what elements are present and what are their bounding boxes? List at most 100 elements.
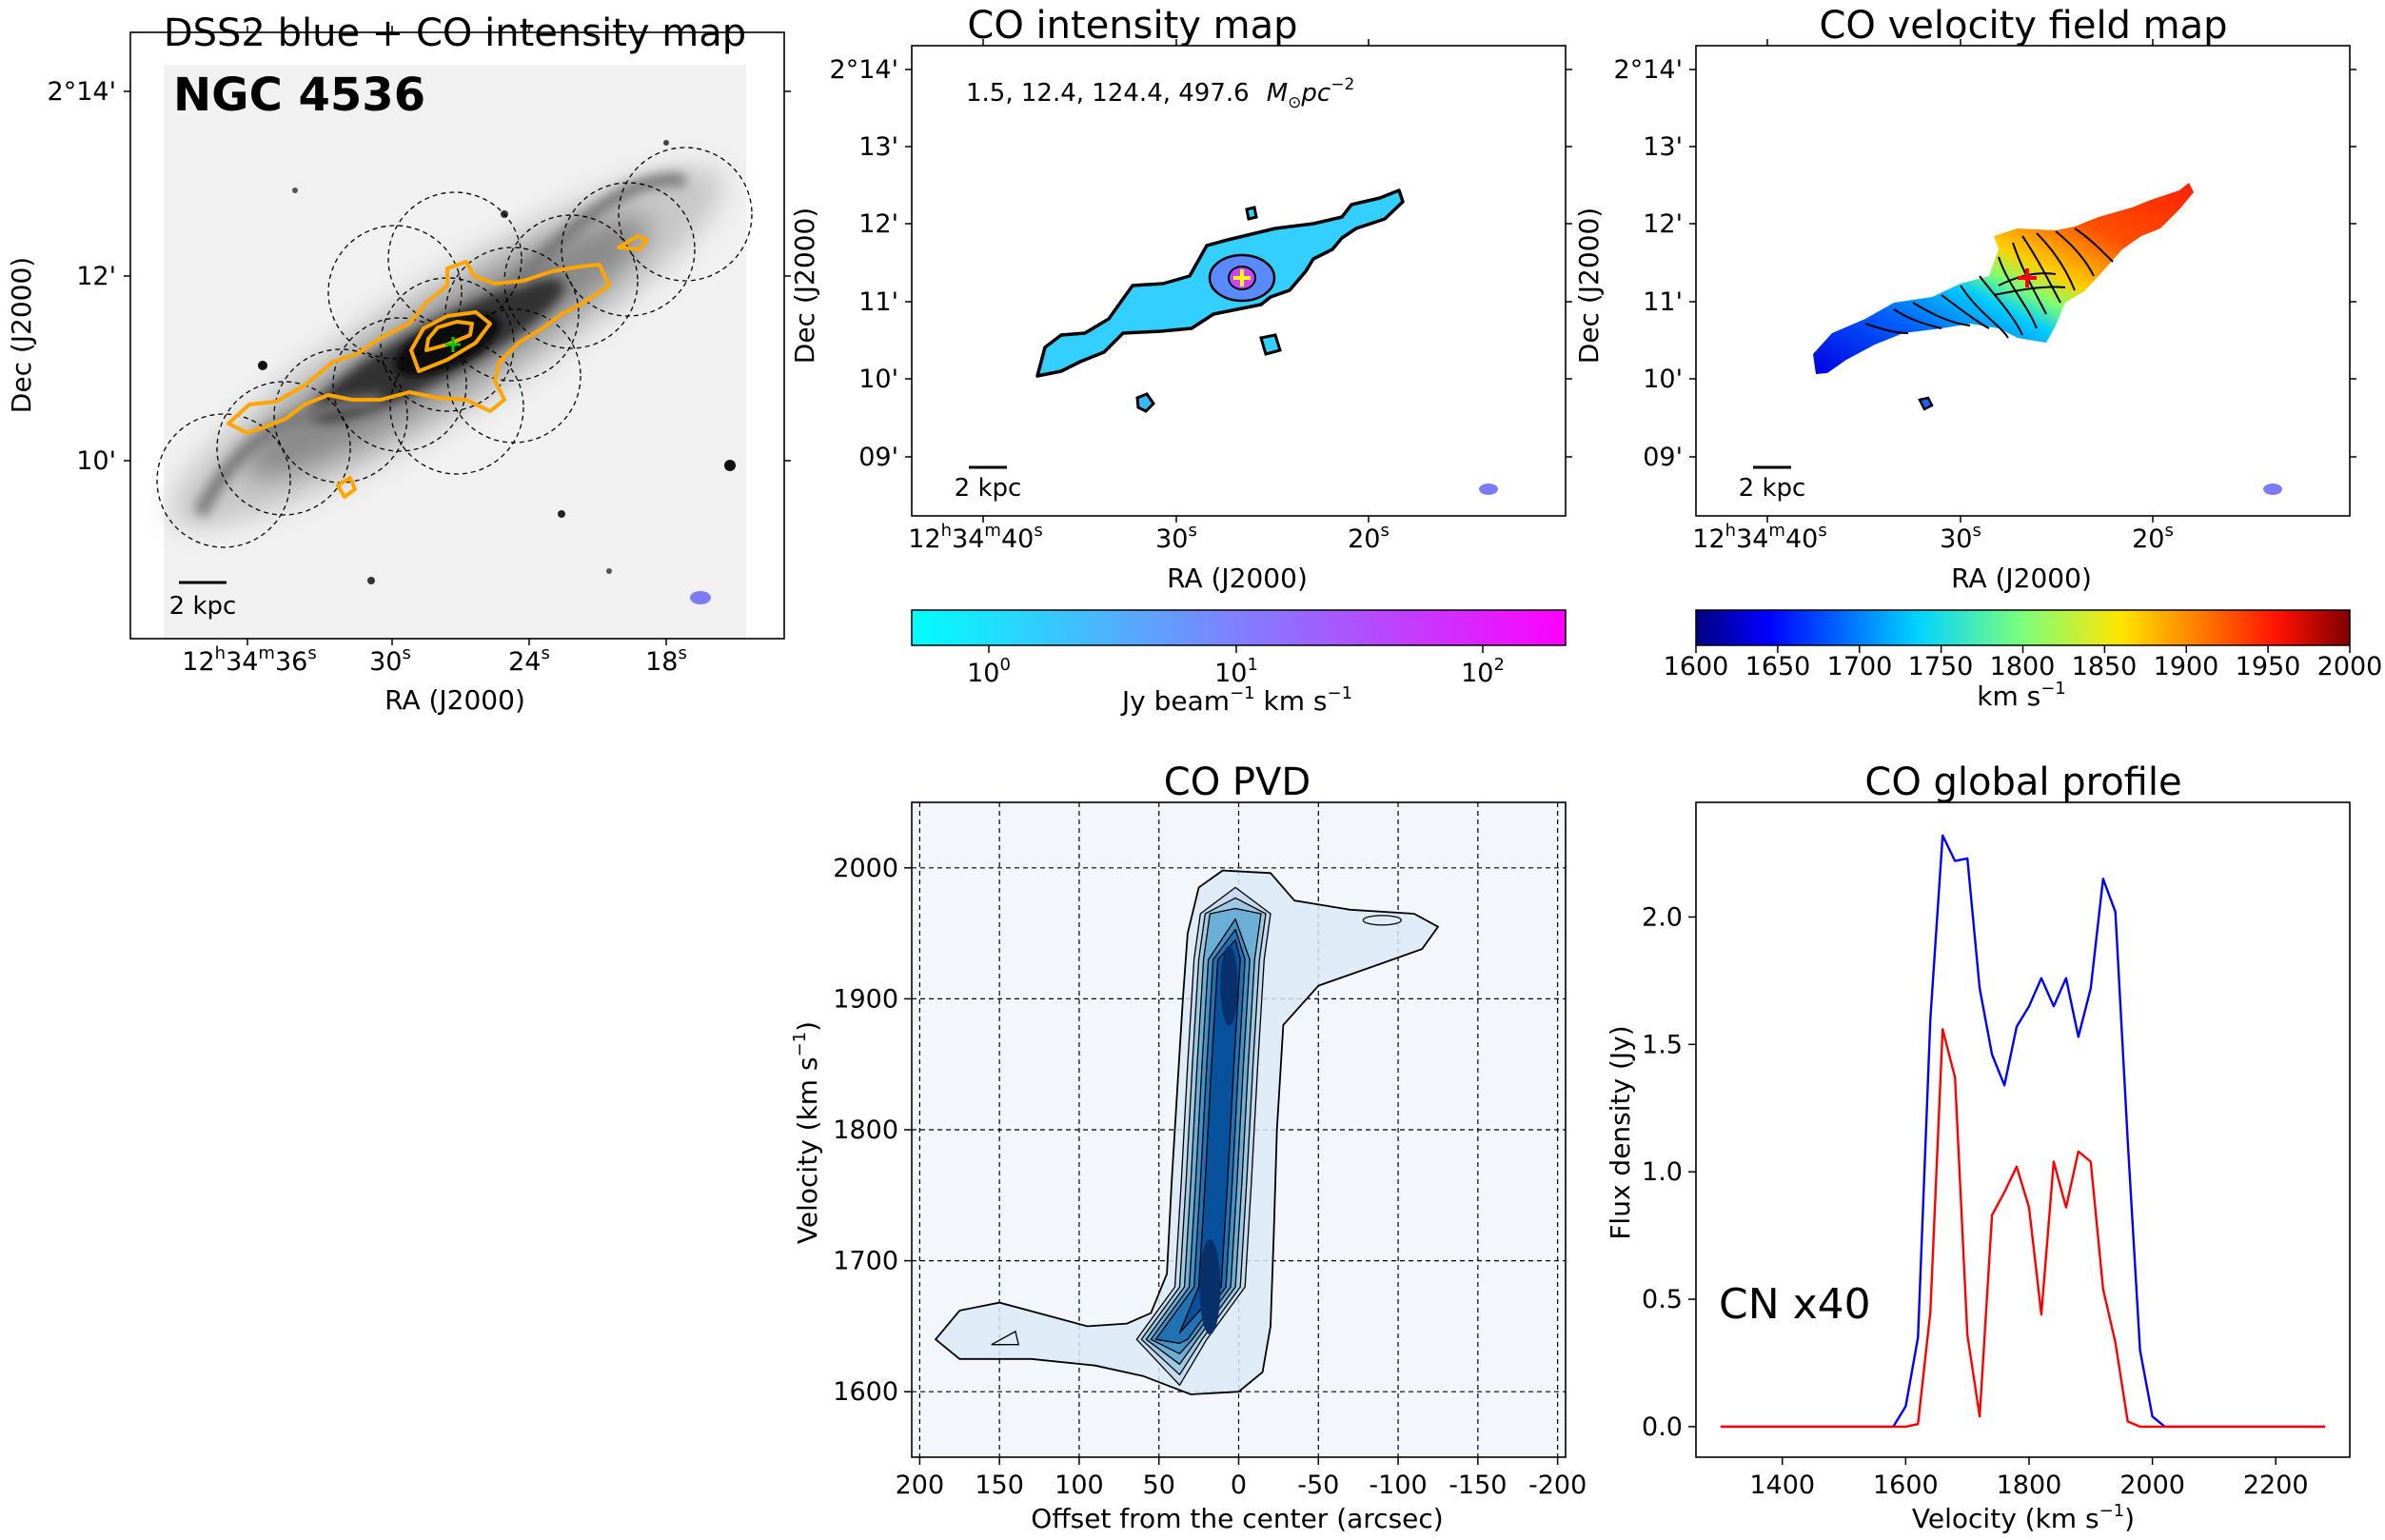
x-axis-label: Velocity (km s−1) <box>1912 1501 2135 1534</box>
dss-axes-frame <box>129 31 785 640</box>
panel-dss: DSS2 blue + CO intensity map <box>6 11 791 716</box>
star-marker <box>258 361 267 370</box>
y-tick-label: 11' <box>1643 287 1683 317</box>
pointing-circle <box>380 277 515 412</box>
scale-bar-label: 2 kpc <box>169 592 237 621</box>
intensity-map <box>1035 188 1405 413</box>
pointing-circle <box>327 225 463 360</box>
panel-velocity: CO velocity field map <box>1573 4 2382 712</box>
x-tick-label: 50 <box>1143 1471 1175 1500</box>
velocity-map <box>1813 183 2194 411</box>
x-tick-label: 30s <box>1155 521 1197 554</box>
colorbar-label: km s−1 <box>1977 679 2066 712</box>
x-tick-label: 12h34m40s <box>908 521 1042 554</box>
x-axis-label: RA (J2000) <box>1167 563 1308 594</box>
velocity-field <box>1813 183 2194 374</box>
y-tick-label: 12' <box>76 262 116 291</box>
intensity-ticks <box>905 39 1572 523</box>
panel-global-profile: CO global profile 1400 1600 1800 2000 2200 0.… <box>1605 760 2351 1534</box>
y-tick-label: 2.0 <box>1642 902 1683 932</box>
x-tick-label: 12h34m36s <box>182 643 316 677</box>
pointing-circles <box>156 147 753 548</box>
dss-ticks <box>124 26 791 645</box>
dss-sky-image <box>164 65 746 640</box>
y-tick-label: 0.0 <box>1642 1412 1683 1442</box>
y-tick-label: 1800 <box>833 1116 898 1145</box>
pointing-circle <box>561 182 696 317</box>
star-marker <box>558 510 565 518</box>
y-tick-label: 2°14' <box>48 77 116 107</box>
x-tick-label: 2200 <box>2243 1471 2309 1500</box>
y-tick-label: 12' <box>858 209 898 239</box>
velocity-ticks <box>1689 39 2356 523</box>
pointing-circle <box>618 147 753 282</box>
y-tick-label: 11' <box>858 287 898 317</box>
y-tick-label: 2000 <box>833 854 898 883</box>
profile-title: CO global profile <box>1864 760 2181 804</box>
colorbar-tick-label: 1600 <box>1664 652 1729 681</box>
x-tick-label: 30s <box>1940 521 1981 554</box>
beam-ellipse <box>690 591 711 604</box>
x-tick-label: 30s <box>369 643 411 677</box>
star-marker <box>606 568 612 574</box>
pointing-circle <box>216 381 351 516</box>
y-tick-label: 10' <box>858 365 898 394</box>
x-tick-label: 150 <box>975 1471 1024 1500</box>
y-tick-label: 09' <box>858 443 898 472</box>
pvd-contour <box>1362 915 1402 926</box>
colorbar-tick-label: 2000 <box>2317 652 2383 681</box>
pvd-peak <box>1220 945 1238 1026</box>
pvd-title: CO PVD <box>1164 760 1311 804</box>
scale-bar-label: 2 kpc <box>955 474 1022 503</box>
profile-lines <box>1720 834 2326 1429</box>
colorbar-tick-label: 1950 <box>2236 652 2301 681</box>
dss-title: DSS2 blue + CO intensity map <box>164 11 746 55</box>
pvd-contour <box>991 1330 1020 1346</box>
colorbar-ticks <box>1695 645 2351 653</box>
y-axis-label: Flux density (Jy) <box>1605 1025 1636 1239</box>
pvd-ticks: 200 150 100 50 0 -50 -100 -150 -200 1600 1700 1800 1… <box>833 854 1587 1500</box>
y-axis-label: Velocity (km s−1) <box>790 1021 823 1244</box>
colorbar-tick-label: 102 <box>1461 655 1505 688</box>
colorbar-tick-label: 1900 <box>2154 652 2219 681</box>
x-axis-label: RA (J2000) <box>1951 563 2092 594</box>
star-marker <box>663 140 669 146</box>
pointing-circle <box>446 308 581 444</box>
y-tick-label: 1900 <box>833 984 898 1014</box>
y-axis-label: Dec (J2000) <box>789 207 820 364</box>
x-tick-label: -150 <box>1449 1471 1507 1500</box>
panel-pvd: CO PVD 200 150 100 50 0 -50 -100 -150 -200 1600 17… <box>790 760 1587 1534</box>
y-tick-label: 1.0 <box>1642 1157 1683 1187</box>
colorbar-tick-label: 1650 <box>1745 652 1811 681</box>
y-tick-label: 2°14' <box>830 55 898 85</box>
y-tick-label: 10' <box>76 446 116 476</box>
co-contours-orange <box>227 234 649 499</box>
profile-ticks: 1400 1600 1800 2000 2200 0.0 0.5 1.0 1.5 2.0 <box>1642 902 2309 1500</box>
x-tick-label: 12h34m40s <box>1692 521 1826 554</box>
x-tick-label: -50 <box>1297 1471 1339 1500</box>
object-name-label: NGC 4536 <box>173 69 425 122</box>
x-axis-label: Offset from the center (arcsec) <box>1031 1503 1443 1534</box>
colorbar-tick-label: 1750 <box>1908 652 1974 681</box>
y-tick-label: 13' <box>858 132 898 162</box>
x-tick-label: 24s <box>508 643 550 677</box>
pointing-circle <box>444 247 580 382</box>
y-tick-label: 12' <box>1643 209 1683 239</box>
x-tick-label: -200 <box>1528 1471 1587 1500</box>
x-tick-label: 0 <box>1231 1471 1247 1500</box>
velocity-colorbar <box>1695 609 2351 646</box>
center-cross-yellow <box>1233 269 1251 286</box>
beam-ellipse <box>1479 484 1498 495</box>
beam-ellipse <box>2263 484 2282 495</box>
y-axis-label: Dec (J2000) <box>6 257 37 413</box>
center-marker <box>445 337 461 352</box>
center-cross-red <box>2018 268 2037 287</box>
colorbar-tick-label: 1850 <box>2072 652 2138 681</box>
star-marker <box>724 460 736 471</box>
colorbar-tick-label: 101 <box>1214 655 1258 688</box>
scale-bar-label: 2 kpc <box>1739 474 1806 503</box>
cn-annotation: CN x40 <box>1719 1280 1871 1329</box>
y-tick-label: 09' <box>1643 443 1683 472</box>
x-axis-label: RA (J2000) <box>384 684 525 716</box>
